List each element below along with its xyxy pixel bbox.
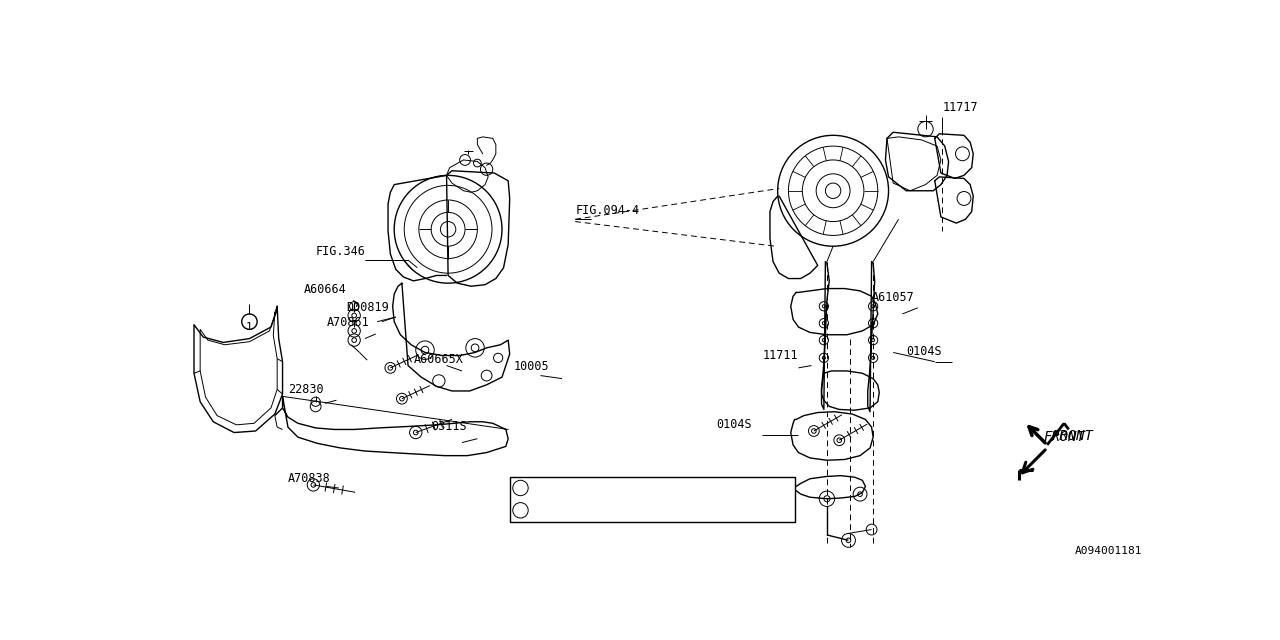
Text: A094001181: A094001181 [1075,546,1143,556]
Text: ('04MY0210-   ): ('04MY0210- ) [594,502,700,516]
Text: A60664: A60664 [305,284,347,296]
Text: ( -'03MY0212): ( -'03MY0212) [594,480,686,493]
Text: 1: 1 [246,322,253,332]
Text: D00819: D00819 [347,301,389,314]
Text: 0104S: 0104S [716,418,751,431]
Text: FRONT: FRONT [1051,429,1093,444]
Text: 11717: 11717 [942,100,978,114]
Text: FRONT: FRONT [1043,430,1085,444]
Text: K21830: K21830 [534,502,577,516]
Text: 1: 1 [517,510,524,520]
Text: 10005: 10005 [513,360,549,373]
Text: 22830: 22830 [288,383,324,396]
Text: FIG.346: FIG.346 [316,244,366,258]
Text: 1: 1 [517,488,524,498]
Text: K21825: K21825 [534,480,577,493]
Text: A60665X: A60665X [413,353,463,365]
Text: FIG.094-4: FIG.094-4 [575,204,639,217]
Text: 0104S: 0104S [906,345,942,358]
Bar [509,477,795,522]
Text: A70838: A70838 [288,472,330,485]
Text: A70861: A70861 [326,316,369,330]
Text: 0311S: 0311S [431,420,467,433]
Text: 11711: 11711 [763,349,797,362]
Text: A61057: A61057 [872,291,914,304]
